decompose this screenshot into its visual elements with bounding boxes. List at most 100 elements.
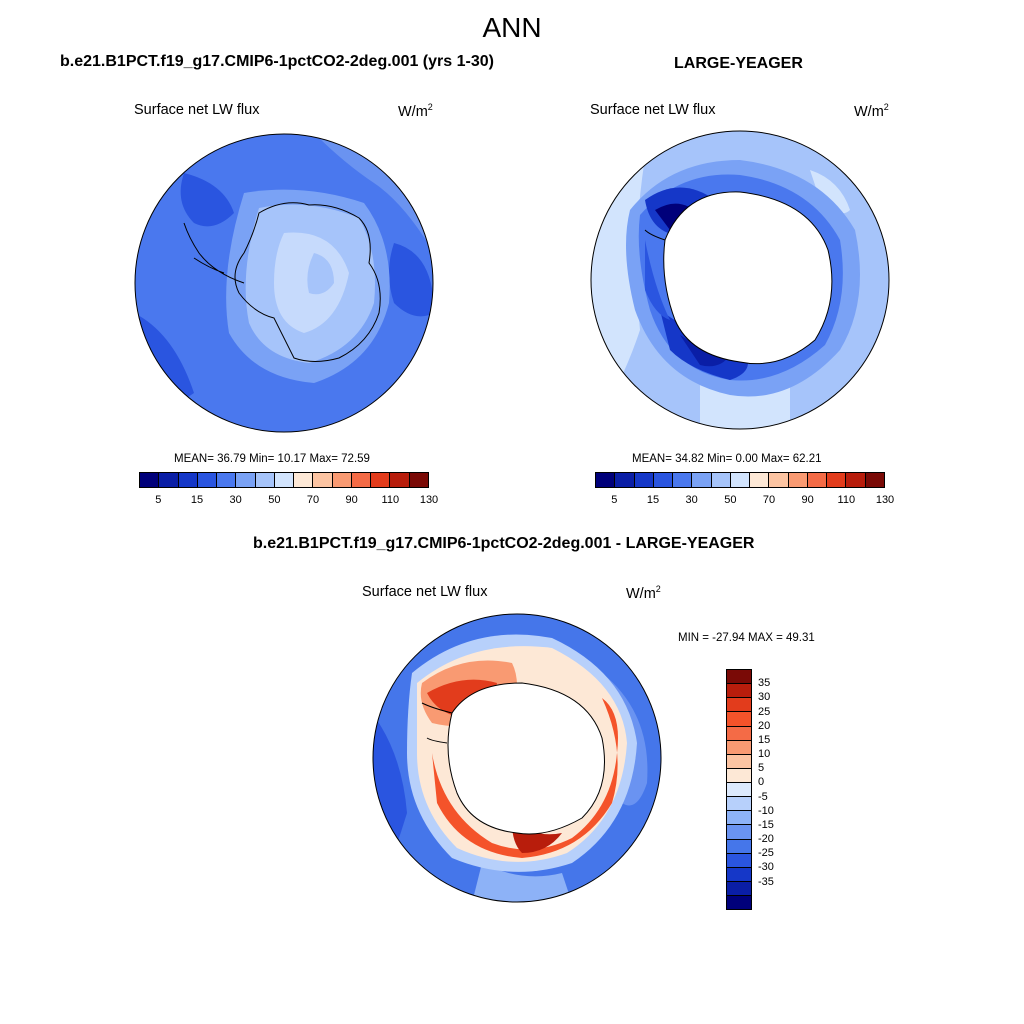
panel2-colorbar xyxy=(595,472,885,488)
colorbar-swatch xyxy=(313,473,333,487)
colorbar-swatch xyxy=(727,853,751,868)
colorbar-swatch xyxy=(596,473,616,487)
colorbar-swatch xyxy=(727,684,751,699)
panel3-colorbar xyxy=(726,669,752,910)
colorbar-swatch xyxy=(727,839,751,854)
colorbar-swatch xyxy=(236,473,256,487)
colorbar-tick-label: 25 xyxy=(758,705,771,718)
colorbar-tick-label: 90 xyxy=(345,494,358,506)
colorbar-tick-label: 50 xyxy=(268,494,281,506)
panel1-variable-label: Surface net LW flux xyxy=(134,102,260,118)
colorbar-swatch xyxy=(727,825,751,840)
colorbar-tick-label: -30 xyxy=(758,861,774,874)
colorbar-swatch xyxy=(727,867,751,882)
colorbar-swatch xyxy=(730,473,751,487)
colorbar-swatch xyxy=(371,473,391,487)
colorbar-swatch xyxy=(178,473,198,487)
colorbar-swatch xyxy=(294,473,314,487)
colorbar-swatch xyxy=(653,473,674,487)
colorbar-tick-label: 5 xyxy=(611,494,618,506)
panel3-colorbar-ticks: 35 30 25 20 15 10 5 0 -5 -10 -15 -20 -25 -30 -35 xyxy=(758,669,798,910)
panel1-title: b.e21.B1PCT.f19_g17.CMIP6-1pctCO2-2deg.0… xyxy=(60,53,494,70)
colorbar-swatch xyxy=(727,740,751,755)
colorbar-tick-label: 35 xyxy=(758,677,771,690)
colorbar-tick-label: -35 xyxy=(758,875,774,888)
panel2-title: LARGE-YEAGER xyxy=(674,55,803,72)
panel2-colorbar-ticks: 5 15 30 50 70 90 110 130 xyxy=(595,494,894,508)
colorbar-tick-label: -25 xyxy=(758,847,774,860)
panel3-variable-label: Surface net LW flux xyxy=(362,584,488,600)
colorbar-tick-label: 70 xyxy=(306,494,320,506)
colorbar-tick-label: -20 xyxy=(758,833,774,846)
colorbar-swatch xyxy=(750,473,770,487)
colorbar-tick-label: -15 xyxy=(758,818,774,831)
colorbar-swatch xyxy=(692,473,712,487)
colorbar-swatch xyxy=(390,473,410,487)
panel2-units: W/m2 xyxy=(854,102,889,120)
colorbar-tick-label: 130 xyxy=(875,494,895,506)
colorbar-tick-label: -5 xyxy=(758,790,768,803)
colorbar-swatch xyxy=(673,473,693,487)
panel1-polar-map xyxy=(134,133,434,433)
colorbar-swatch xyxy=(727,881,751,896)
colorbar-tick-label: 130 xyxy=(419,494,439,506)
colorbar-swatch xyxy=(727,783,751,798)
panel3-polar-map xyxy=(372,613,662,903)
colorbar-tick-label: 5 xyxy=(758,762,765,775)
colorbar-swatch xyxy=(727,896,751,910)
colorbar-tick-label: 30 xyxy=(685,494,698,506)
colorbar-swatch xyxy=(615,473,635,487)
colorbar-swatch xyxy=(727,768,751,783)
colorbar-swatch xyxy=(332,473,352,487)
colorbar-tick-label: 110 xyxy=(381,494,400,506)
colorbar-swatch xyxy=(159,473,179,487)
colorbar-tick-label: 10 xyxy=(758,748,771,761)
colorbar-swatch xyxy=(727,712,751,727)
colorbar-tick-label: 0 xyxy=(758,776,765,789)
colorbar-tick-label: 70 xyxy=(762,494,776,506)
colorbar-swatch xyxy=(274,473,295,487)
panel2-variable-label: Surface net LW flux xyxy=(590,102,716,118)
colorbar-swatch xyxy=(217,473,237,487)
colorbar-tick-label: -10 xyxy=(758,804,774,817)
colorbar-swatch xyxy=(788,473,808,487)
panel1-units: W/m2 xyxy=(398,102,433,120)
main-title: ANN xyxy=(482,12,542,43)
panel1-stats: MEAN= 36.79 Min= 10.17 Max= 72.59 xyxy=(174,453,370,465)
colorbar-swatch xyxy=(727,726,751,741)
colorbar-swatch xyxy=(727,754,751,769)
colorbar-swatch xyxy=(727,670,751,685)
colorbar-swatch xyxy=(351,473,372,487)
colorbar-tick-label: 30 xyxy=(229,494,242,506)
colorbar-swatch xyxy=(727,698,751,713)
colorbar-tick-label: 5 xyxy=(155,494,162,506)
colorbar-swatch xyxy=(409,473,428,487)
colorbar-swatch xyxy=(711,473,731,487)
colorbar-swatch xyxy=(197,473,218,487)
colorbar-tick-label: 30 xyxy=(758,691,771,704)
panel3-title: b.e21.B1PCT.f19_g17.CMIP6-1pctCO2-2deg.0… xyxy=(253,535,755,552)
colorbar-swatch xyxy=(727,811,751,826)
panel3-stats: MIN = -27.94 MAX = 49.31 xyxy=(678,632,815,644)
colorbar-tick-label: 15 xyxy=(758,733,771,746)
colorbar-swatch xyxy=(807,473,828,487)
panel1-colorbar-ticks: 5 15 30 50 70 90 110 130 xyxy=(139,494,438,508)
colorbar-swatch xyxy=(140,473,160,487)
colorbar-swatch xyxy=(865,473,884,487)
colorbar-tick-label: 15 xyxy=(190,494,204,506)
panel3-units: W/m2 xyxy=(626,584,661,602)
colorbar-tick-label: 110 xyxy=(837,494,856,506)
colorbar-swatch xyxy=(634,473,654,487)
panel2-stats: MEAN= 34.82 Min= 0.00 Max= 62.21 xyxy=(632,453,822,465)
colorbar-tick-label: 90 xyxy=(801,494,814,506)
panel1-colorbar xyxy=(139,472,429,488)
colorbar-swatch xyxy=(255,473,275,487)
colorbar-swatch xyxy=(727,797,751,812)
colorbar-swatch xyxy=(827,473,847,487)
colorbar-swatch xyxy=(769,473,789,487)
colorbar-tick-label: 20 xyxy=(758,719,771,732)
panel2-polar-map xyxy=(590,130,890,430)
colorbar-swatch xyxy=(846,473,866,487)
colorbar-tick-label: 15 xyxy=(646,494,660,506)
colorbar-tick-label: 50 xyxy=(724,494,737,506)
